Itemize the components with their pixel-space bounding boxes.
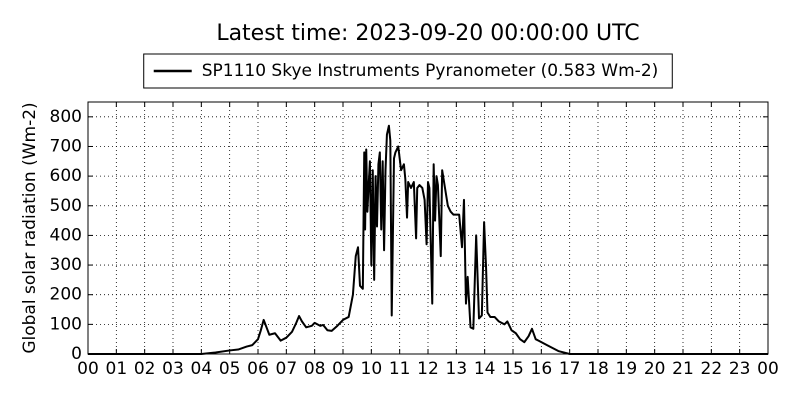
y-tick-label: 400	[50, 225, 82, 245]
x-tick-label: 02	[134, 359, 156, 379]
x-tick-label: 01	[106, 359, 128, 379]
chart-title: Latest time: 2023-09-20 00:00:00 UTC	[216, 21, 639, 46]
x-tick-label: 23	[729, 359, 751, 379]
plot-frame	[87, 101, 769, 355]
y-tick-label: 800	[50, 107, 82, 127]
x-tick-label: 16	[531, 359, 553, 379]
x-tick-label: 11	[389, 359, 411, 379]
x-tick-label: 21	[672, 359, 694, 379]
x-tick-label: 10	[361, 359, 383, 379]
y-tick-label: 0	[71, 344, 82, 364]
y-axis-label: Global solar radiation (Wm-2)	[20, 102, 40, 353]
y-tick-label: 500	[50, 196, 82, 216]
x-tick-label: 08	[304, 359, 326, 379]
legend-box	[143, 53, 673, 89]
legend-label: SP1110 Skye Instruments Pyranometer (0.5…	[202, 61, 659, 81]
x-tick-label: 22	[701, 359, 723, 379]
x-tick-label: 13	[446, 359, 468, 379]
y-tick-label: 300	[50, 255, 82, 275]
x-tick-label: 00	[757, 359, 779, 379]
x-tick-label: 07	[276, 359, 298, 379]
y-tick-label: 600	[50, 166, 82, 186]
x-tick-label: 18	[587, 359, 609, 379]
x-tick-label: 09	[332, 359, 354, 379]
x-tick-label: 20	[644, 359, 666, 379]
data-line	[88, 124, 768, 355]
y-tick-label: 100	[50, 314, 82, 334]
x-tick-label: 06	[247, 359, 269, 379]
y-tick-label: 200	[50, 285, 82, 305]
x-tick-label: 15	[502, 359, 524, 379]
x-tick-label: 14	[474, 359, 496, 379]
x-tick-label: 04	[191, 359, 213, 379]
x-tick-label: 19	[616, 359, 638, 379]
x-tick-label: 00	[77, 359, 99, 379]
x-tick-label: 05	[219, 359, 241, 379]
x-tick-label: 03	[162, 359, 184, 379]
y-tick-label: 700	[50, 136, 82, 156]
x-tick-label: 12	[417, 359, 439, 379]
x-tick-label: 17	[559, 359, 581, 379]
